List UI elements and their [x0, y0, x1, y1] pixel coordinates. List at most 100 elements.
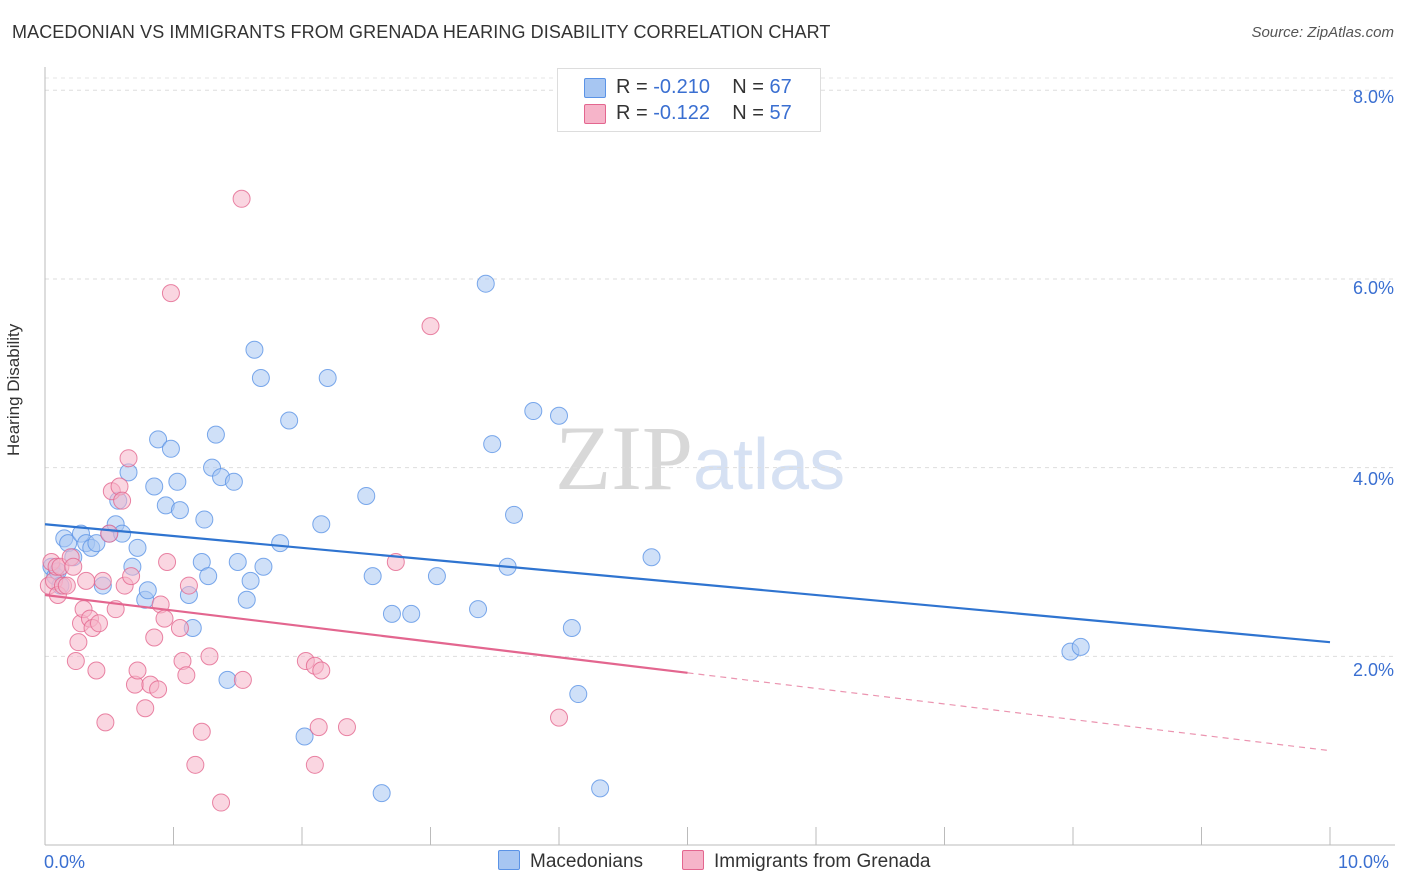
point-macedonians-50 [372, 784, 391, 803]
point-grenada-39 [170, 619, 189, 638]
point-grenada-37 [158, 552, 177, 571]
trendline-grenada [44, 593, 688, 674]
point-macedonians-62 [569, 685, 588, 704]
point-grenada-21 [100, 524, 119, 543]
point-macedonians-64 [642, 548, 661, 567]
y-axis-label: Hearing Disability [4, 323, 23, 456]
point-grenada-30 [128, 661, 147, 680]
point-macedonians-49 [363, 567, 382, 586]
n-label: N = [732, 102, 770, 124]
point-macedonians-30 [195, 510, 214, 529]
legend-label: Macedonians [530, 851, 644, 872]
point-macedonians-20 [138, 581, 157, 600]
trendline-grenada-extension [687, 672, 1331, 752]
point-grenada-45 [200, 647, 219, 666]
y-tick-label-2: 2.0% [1352, 660, 1394, 680]
point-macedonians-10 [87, 534, 106, 553]
point-grenada-57 [550, 708, 568, 727]
r-label: R = [616, 102, 654, 124]
point-grenada-36 [155, 609, 174, 628]
point-macedonians-25 [168, 472, 187, 491]
point-grenada-25 [113, 491, 132, 510]
point-macedonians-52 [402, 604, 421, 623]
point-macedonians-51 [382, 604, 401, 623]
chart-title: MACEDONIAN VS IMMIGRANTS FROM GRENADA HE… [12, 22, 831, 42]
point-grenada-34 [149, 680, 168, 699]
legend-label: Immigrants from Grenada [714, 851, 931, 872]
legend-swatch-pink [584, 104, 606, 124]
point-grenada-20 [96, 713, 115, 732]
point-macedonians-44 [280, 411, 299, 430]
point-grenada-51 [305, 755, 324, 774]
point-macedonians-58 [505, 505, 524, 524]
point-macedonians-47 [318, 369, 337, 388]
n-value: 67 [769, 76, 792, 98]
point-grenada-53 [309, 718, 328, 737]
point-macedonians-53 [427, 567, 446, 586]
stats-legend: R = -0.210 N = 67 R = -0.122 N = 57 [557, 68, 821, 132]
point-macedonians-26 [170, 501, 189, 520]
point-macedonians-43 [271, 534, 290, 553]
r-label: R = [616, 76, 654, 98]
point-macedonians-63 [591, 779, 610, 798]
point-grenada-19 [93, 571, 112, 590]
point-macedonians-38 [237, 590, 256, 609]
point-macedonians-54 [469, 600, 488, 619]
legend-item-grenada[interactable]: Immigrants from Grenada [682, 850, 930, 873]
point-macedonians-66 [1071, 637, 1090, 656]
point-grenada-28 [122, 567, 141, 586]
legend-swatch-blue [498, 850, 520, 870]
point-grenada-9 [64, 557, 83, 576]
x-tick-label-min: 0.0% [44, 852, 86, 872]
legend-swatch-pink [682, 850, 704, 870]
point-macedonians-24 [161, 439, 180, 458]
point-grenada-56 [421, 317, 440, 336]
point-grenada-52 [312, 661, 331, 680]
point-macedonians-48 [357, 486, 376, 505]
n-value: 57 [769, 102, 792, 124]
watermark: ZIPatlas [555, 405, 845, 511]
point-macedonians-22 [149, 430, 168, 449]
point-macedonians-36 [224, 472, 243, 491]
watermark-zip: ZIP [555, 407, 693, 509]
x-tick-label-max: 10.0% [1338, 852, 1390, 872]
point-macedonians-31 [199, 567, 218, 586]
point-grenada-44 [192, 722, 211, 741]
point-grenada-43 [186, 755, 205, 774]
point-grenada-54 [337, 718, 356, 737]
n-label: N = [732, 76, 770, 98]
point-macedonians-61 [562, 619, 581, 638]
point-macedonians-40 [245, 340, 264, 359]
point-macedonians-41 [251, 369, 270, 388]
point-macedonians-18 [128, 538, 147, 557]
r-value: -0.210 [653, 76, 710, 98]
point-macedonians-45 [295, 727, 314, 746]
point-grenada-42 [179, 576, 198, 595]
point-macedonians-60 [550, 406, 568, 425]
point-grenada-41 [177, 666, 196, 685]
point-grenada-47 [232, 189, 251, 208]
y-tick-label-6: 6.0% [1352, 278, 1394, 298]
legend-swatch-blue [584, 78, 606, 98]
point-grenada-10 [66, 652, 85, 671]
point-grenada-31 [136, 699, 155, 718]
point-macedonians-59 [524, 402, 543, 421]
r-value: -0.122 [653, 102, 710, 124]
point-macedonians-39 [241, 571, 260, 590]
point-grenada-7 [57, 576, 76, 595]
legend-item-macedonians[interactable]: Macedonians [498, 850, 643, 873]
point-macedonians-56 [483, 435, 502, 454]
point-grenada-18 [89, 614, 108, 633]
point-grenada-33 [145, 628, 164, 647]
watermark-atlas: atlas [693, 425, 846, 505]
point-macedonians-37 [228, 552, 247, 571]
y-tick-label-4: 4.0% [1352, 469, 1394, 489]
point-macedonians-33 [206, 425, 225, 444]
point-grenada-27 [119, 449, 138, 468]
point-grenada-46 [212, 793, 231, 812]
point-grenada-14 [77, 571, 96, 590]
point-grenada-48 [233, 670, 252, 689]
point-grenada-38 [161, 284, 180, 303]
point-macedonians-35 [218, 670, 237, 689]
